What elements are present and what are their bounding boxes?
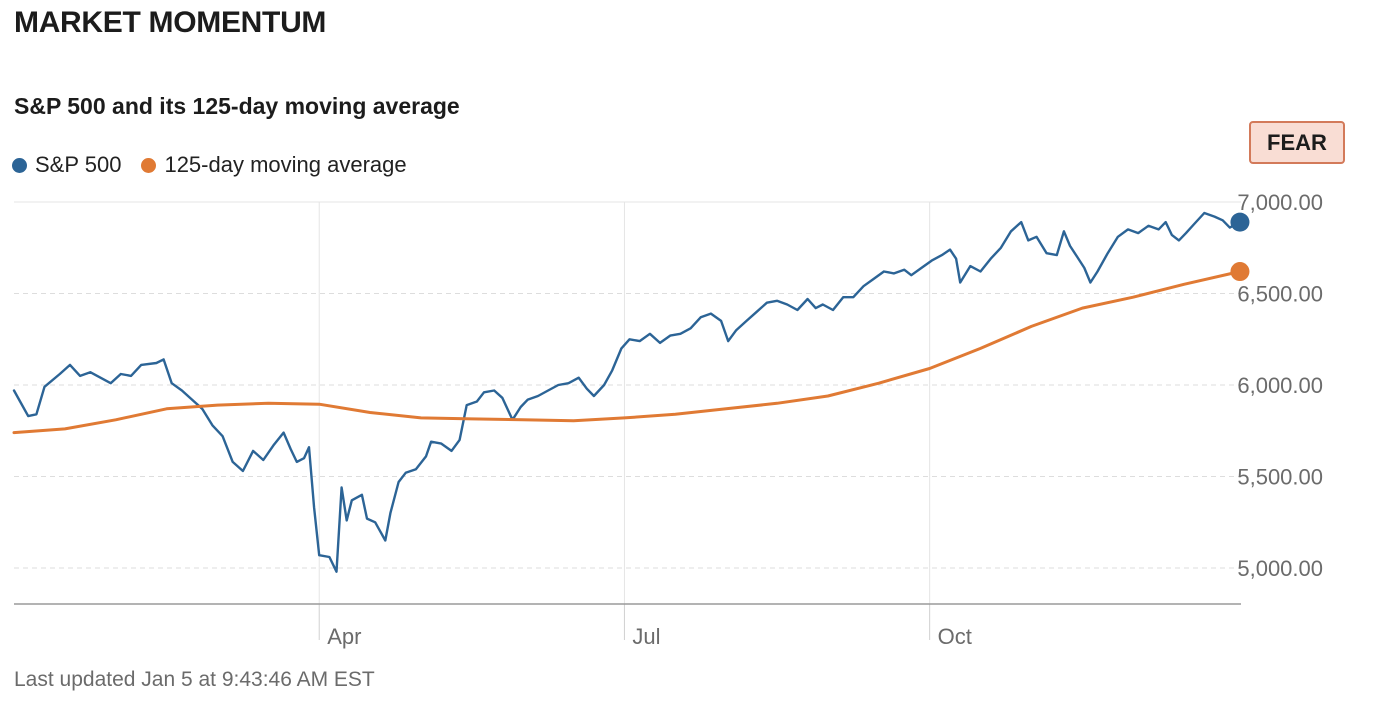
series-endpoint-moving-average [1230,262,1250,282]
legend-dot-moving-average [141,157,157,173]
last-updated-text: Last updated Jan 5 at 9:43:46 AM EST [14,668,375,691]
page-title: MARKET MOMENTUM [14,6,327,39]
series-line-sp500 [12,211,1242,573]
series-endpoint-sp500 [1230,212,1250,232]
legend-label-sp500: S&P 500 [35,152,122,177]
y-tick-label: 5,500.00 [1237,465,1323,490]
sentiment-badge: FEAR [1249,121,1345,164]
legend-label-moving-average: 125-day moving average [164,152,407,177]
x-tick-label: Jul [632,624,660,649]
x-tick-label: Oct [938,624,972,649]
y-tick-label: 7,000.00 [1237,190,1323,215]
legend-item-moving-average[interactable]: 125-day moving average [141,152,407,178]
series-line-moving-average [12,270,1242,435]
chart-subtitle: S&P 500 and its 125-day moving average [14,93,460,119]
chart-legend: S&P 500 125-day moving average [12,152,427,178]
y-tick-label: 6,000.00 [1237,373,1323,398]
legend-item-sp500[interactable]: S&P 500 [12,152,121,178]
y-tick-label: 5,000.00 [1237,556,1323,581]
legend-dot-sp500 [12,157,27,173]
y-tick-label: 6,500.00 [1237,282,1323,307]
x-tick-label: Apr [327,624,361,649]
